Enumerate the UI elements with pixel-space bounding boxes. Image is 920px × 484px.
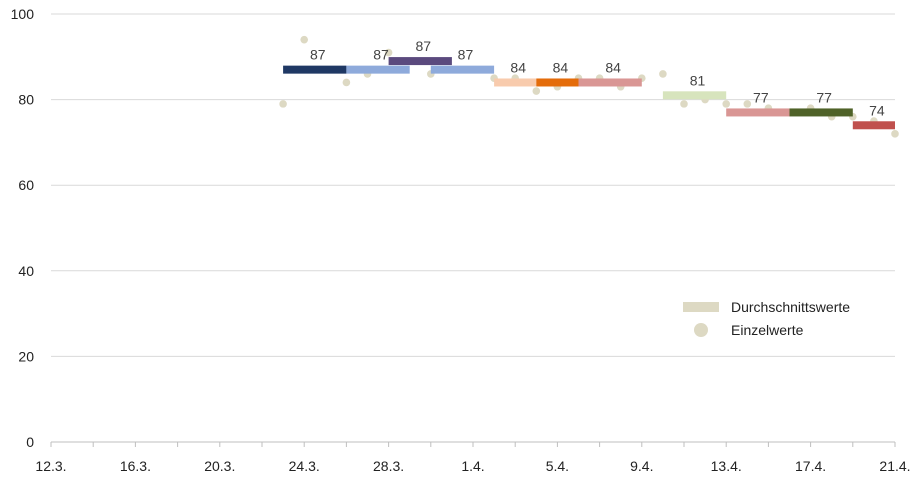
- data-labels: 87 87 87 87 84 84 84 81 77 77 74: [310, 38, 885, 118]
- average-bar: [662, 91, 727, 100]
- y-tick-label: 0: [26, 434, 34, 450]
- x-tick-label: 12.3.: [35, 458, 66, 474]
- average-bar: [494, 78, 537, 87]
- legend-label: Einzelwerte: [731, 322, 804, 338]
- average-bar: [789, 108, 853, 117]
- average-bar: [578, 78, 642, 87]
- legend-label: Durchschnittswerte: [731, 299, 850, 315]
- data-point: [279, 100, 287, 108]
- average-bar: [388, 57, 452, 66]
- data-point: [300, 35, 309, 44]
- average-bar: [283, 65, 347, 74]
- average-label: 84: [510, 59, 526, 75]
- average-bar: [852, 121, 895, 130]
- legend-swatch-bar: [683, 302, 719, 312]
- average-bar: [726, 108, 790, 117]
- average-label: 81: [690, 72, 706, 88]
- data-point: [532, 87, 541, 95]
- x-tick-label: 16.3.: [120, 458, 151, 474]
- x-tick-label: 17.4.: [795, 458, 826, 474]
- data-point: [680, 100, 688, 108]
- x-tick-label: 28.3.: [373, 458, 404, 474]
- average-bar: [346, 65, 410, 74]
- x-tick-label: 24.3.: [289, 458, 320, 474]
- average-label: 87: [458, 47, 474, 63]
- y-tick-label: 60: [18, 177, 34, 193]
- x-tick-label: 20.3.: [204, 458, 235, 474]
- legend: Durchschnittswerte Einzelwerte: [683, 299, 850, 338]
- data-point: [891, 130, 899, 138]
- average-bar: [536, 78, 579, 87]
- data-point: [722, 100, 730, 108]
- x-tick-label: 5.4.: [546, 458, 569, 474]
- data-point: [384, 48, 393, 57]
- y-tick-label: 40: [18, 263, 34, 279]
- data-point: [659, 70, 667, 78]
- average-label: 77: [753, 89, 769, 105]
- average-label: 74: [869, 102, 885, 118]
- average-label: 87: [310, 47, 326, 63]
- average-label: 87: [415, 38, 431, 54]
- legend-swatch-dot: [694, 323, 708, 337]
- average-label: 84: [553, 59, 569, 75]
- data-point: [342, 78, 351, 87]
- average-bar: [430, 65, 495, 74]
- y-tick-label: 80: [18, 92, 34, 108]
- average-label: 84: [605, 59, 621, 75]
- x-tick-label: 9.4.: [630, 458, 653, 474]
- x-tick-label: 13.4.: [711, 458, 742, 474]
- axes: 0 20 40 60 80 100 12.3. 16.3. 20.3. 24.3. 28.3. 1.4…: [11, 6, 911, 474]
- x-tick-label: 21.4.: [879, 458, 910, 474]
- y-tick-label: 100: [11, 6, 35, 22]
- gridlines: [51, 13, 895, 357]
- individual-points: [279, 35, 899, 138]
- average-label: 87: [373, 47, 389, 63]
- average-label: 77: [816, 89, 832, 105]
- x-tick-label: 1.4.: [461, 458, 484, 474]
- data-point: [743, 100, 752, 108]
- average-bars: [283, 57, 895, 130]
- y-tick-label: 20: [18, 348, 34, 364]
